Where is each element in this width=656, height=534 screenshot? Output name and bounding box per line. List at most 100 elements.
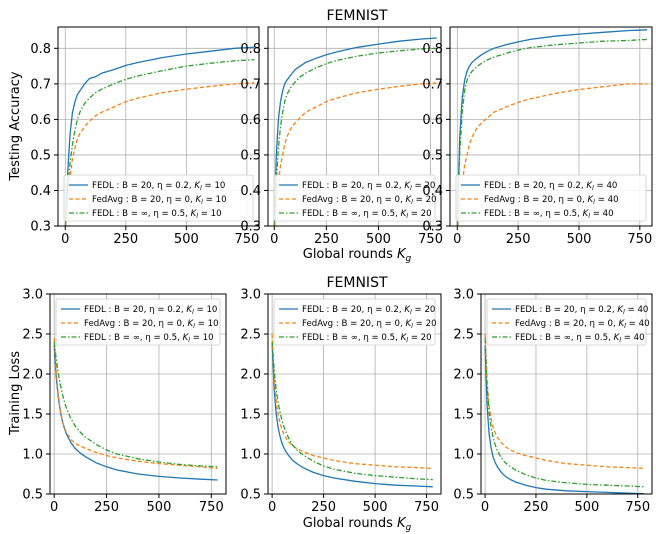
plot-frame	[449, 26, 653, 227]
legend-box	[273, 174, 436, 222]
x-tick-label: 500	[366, 232, 391, 247]
series-line-fedl-binf	[64, 59, 255, 226]
y-tick-label: 2.0	[240, 368, 261, 383]
legend-entry: FEDL : B = 20, η = 0.2, Kl = 20	[302, 305, 435, 316]
x-tick-label: 500	[567, 232, 592, 247]
series-line-fedl-binf	[273, 47, 437, 226]
legend-entry: FEDL : B = 20, η = 0.2, Kl = 20	[302, 181, 435, 192]
legend: FEDL : B = 20, η = 0.2, Kl = 40 FedAvg : …	[455, 174, 647, 222]
y-tick-label: 0.7	[30, 77, 51, 92]
y-tick-label: 0.4	[240, 184, 261, 199]
y-tick-label: 2.5	[22, 328, 43, 343]
y-tick-label: 2.0	[22, 368, 43, 383]
chart-panel-top-3: 0 250 500 750 0.3 0.4 0.5 0.6 0.7 0.8 FEDL : B = 2…	[422, 26, 653, 247]
legend-entry: FEDL : B = ∞, η = 0.5, Kl = 10	[84, 333, 214, 344]
series-line-fedavg-b20	[274, 82, 437, 226]
y-tick-label: 0.3	[240, 220, 261, 235]
legend: FEDL : B = 20, η = 0.2, Kl = 40 FedAvg : …	[486, 298, 650, 346]
y-tick-label: 0.4	[422, 184, 443, 199]
y-tick-label: 1.5	[453, 408, 474, 423]
y-tick-label: 0.5	[22, 488, 43, 503]
y-tick-label: 0.8	[422, 42, 443, 57]
y-tick-label: 3.0	[240, 288, 261, 303]
y-tick-label: 1.0	[240, 448, 261, 463]
y-tick-label: 0.8	[240, 42, 261, 57]
legend: FEDL : B = 20, η = 0.2, Kl = 20 FedAvg : …	[273, 298, 437, 346]
y-tick-label: 0.7	[422, 77, 443, 92]
series-line-fedl-binf	[484, 337, 644, 488]
y-tick-label: 0.5	[453, 488, 474, 503]
y-tick-label: 1.0	[22, 448, 43, 463]
x-tick-label: 0	[61, 232, 69, 247]
y-tick-label: 0.8	[30, 42, 51, 57]
legend-box	[455, 174, 647, 222]
y-tick-label: 0.5	[30, 148, 51, 163]
series-line-fedl-b20	[64, 46, 255, 226]
y-tick-label: 0.6	[30, 113, 51, 128]
series-line-fedavg-b20	[65, 82, 255, 226]
x-tick-label: 250	[314, 232, 339, 247]
legend-entry: FedAvg : B = 20, η = 0, Kl = 10	[92, 195, 227, 206]
x-tick-label: 750	[199, 500, 224, 515]
chart-panel-bottom-1: 0 250 500 750 0.5 1.0 1.5 2.0 2.5 3.0 FEDL : B = 2…	[22, 288, 227, 515]
series-line-fedl-binf	[456, 38, 648, 226]
top-row-title: FEMNIST	[326, 8, 387, 24]
legend-entry: FEDL : B = ∞, η = 0.5, Kl = 10	[92, 209, 222, 220]
x-tick-label: 500	[574, 500, 599, 515]
y-tick-label: 1.5	[22, 408, 43, 423]
legend-entry: FEDL : B = ∞, η = 0.5, Kl = 40	[515, 333, 645, 344]
y-tick-label: 1.5	[240, 408, 261, 423]
legend-entry: FEDL : B = ∞, η = 0.5, Kl = 20	[302, 333, 432, 344]
legend-entry: FedAvg : B = 20, η = 0, Kl = 20	[302, 319, 437, 330]
x-tick-label: 750	[234, 232, 259, 247]
series-line-fedl-b20	[484, 345, 644, 494]
chart-panel-bottom-3: 0 250 500 750 0.5 1.0 1.5 2.0 2.5 3.0 FEDL : B = 2…	[453, 288, 653, 515]
top-x-axis-label: Global rounds Kg	[303, 247, 412, 264]
x-tick-label: 500	[147, 500, 172, 515]
series-line-fedl-binf	[271, 341, 433, 481]
legend-box	[55, 298, 221, 346]
y-tick-label: 0.7	[240, 77, 261, 92]
x-tick-label: 0	[453, 232, 461, 247]
series-line-fedl-b20	[273, 37, 437, 226]
y-tick-label: 0.5	[240, 148, 261, 163]
plot-frame	[57, 26, 260, 227]
series-line-fedavg-b20	[484, 333, 644, 470]
x-tick-label: 250	[94, 500, 119, 515]
plot-frame	[480, 293, 653, 495]
x-tick-label: 0	[268, 500, 276, 515]
top-y-axis-label: Testing Accuracy	[8, 71, 23, 181]
x-tick-label: 0	[50, 500, 58, 515]
x-tick-label: 500	[174, 232, 199, 247]
legend-entry: FedAvg : B = 20, η = 0, Kl = 40	[515, 319, 650, 330]
legend-entry: FedAvg : B = 20, η = 0, Kl = 10	[84, 319, 219, 330]
x-tick-label: 250	[113, 232, 138, 247]
plot-frame	[267, 26, 442, 227]
legend-entry: FedAvg : B = 20, η = 0, Kl = 20	[302, 195, 437, 206]
plot-frame	[267, 293, 442, 495]
series-line-fedavg-b20	[457, 83, 648, 226]
legend-entry: FEDL : B = 20, η = 0.2, Kl = 10	[92, 181, 225, 192]
bottom-row-title: FEMNIST	[326, 275, 387, 291]
legend-box	[63, 174, 254, 222]
x-tick-label: 250	[506, 232, 531, 247]
plot-frame	[49, 293, 227, 495]
legend-box	[273, 298, 436, 346]
y-tick-label: 2.5	[240, 328, 261, 343]
x-tick-label: 750	[625, 500, 650, 515]
series-line-fedl-b20	[456, 29, 648, 226]
bottom-x-axis-label: Global rounds Kg	[303, 516, 412, 533]
legend-entry: FedAvg : B = 20, η = 0, Kl = 40	[484, 195, 619, 206]
legend: FEDL : B = 20, η = 0.2, Kl = 10 FedAvg : …	[63, 174, 254, 222]
y-tick-label: 1.0	[453, 448, 474, 463]
x-tick-label: 500	[363, 500, 388, 515]
x-tick-label: 750	[418, 232, 443, 247]
x-tick-label: 0	[270, 232, 278, 247]
y-tick-label: 0.3	[30, 220, 51, 235]
x-tick-label: 250	[524, 500, 549, 515]
y-tick-label: 0.5	[240, 488, 261, 503]
series-line-fedl-b20	[271, 341, 433, 488]
